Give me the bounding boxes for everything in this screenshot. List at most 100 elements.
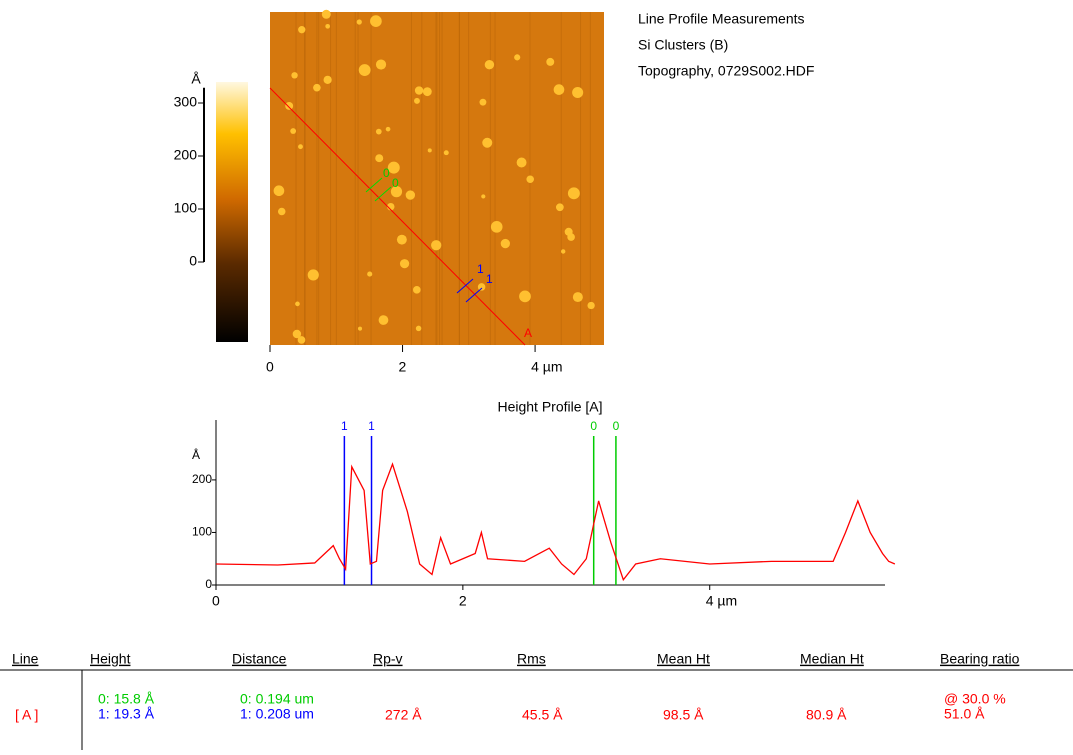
x-tick-label: 4 µm (531, 359, 562, 375)
cursor-label: 1 (477, 262, 484, 276)
spot (414, 86, 424, 95)
colorbar (216, 82, 248, 342)
x-tick-label: 0 (266, 359, 274, 375)
line-label: A (524, 326, 532, 340)
table-cell: 51.0 Å (944, 706, 985, 722)
x-tick-label: 2 (399, 359, 407, 375)
table-header: Median Ht (800, 651, 864, 667)
spot (567, 187, 580, 200)
spot (390, 186, 403, 198)
y-tick-label: 100 (192, 525, 212, 539)
table-cell: 98.5 Å (663, 707, 704, 723)
header-line: Line Profile Measurements (638, 11, 805, 27)
spot (385, 126, 391, 132)
spot (396, 234, 407, 245)
spot (291, 72, 298, 79)
cursor (456, 278, 474, 294)
spot (323, 75, 332, 84)
spot (500, 238, 510, 249)
table-header: Distance (232, 651, 287, 667)
spot (378, 315, 389, 325)
spot (431, 240, 442, 251)
spot (399, 259, 410, 269)
spot (375, 59, 387, 70)
table-header: Height (90, 651, 131, 667)
spot (357, 326, 363, 331)
y-tick-label: 0 (205, 577, 212, 591)
table-header: Rms (517, 651, 546, 667)
spot (481, 194, 486, 199)
spot (375, 154, 384, 163)
table-cell: 1: 19.3 Å (98, 706, 155, 722)
spot (413, 286, 421, 294)
cursor-label: 1 (486, 272, 493, 286)
spot (427, 148, 432, 153)
table-cell: 0: 0.194 um (240, 691, 314, 707)
spot (519, 290, 531, 303)
spot (553, 84, 565, 95)
spot (292, 329, 302, 339)
spot (387, 161, 400, 174)
spot (422, 87, 432, 97)
cursor-label: 1 (368, 419, 375, 433)
table-cell: 0: 15.8 Å (98, 691, 155, 707)
spot (490, 221, 503, 233)
spot (405, 190, 416, 200)
cursor-label: 0 (383, 166, 390, 180)
spot (484, 59, 495, 70)
spot (297, 336, 306, 344)
spot (415, 325, 422, 332)
spot (375, 128, 382, 135)
y-tick-label: 300 (174, 94, 198, 110)
chart-title: Height Profile [A] (497, 399, 602, 415)
x-tick-label: 2 (459, 593, 467, 609)
x-tick-label: 0 (212, 593, 220, 609)
spot (325, 23, 330, 29)
table-cell: 80.9 Å (806, 707, 847, 723)
spot (290, 128, 297, 134)
spot (321, 9, 331, 19)
cursor (374, 186, 392, 202)
spot (479, 98, 487, 106)
table-cell: [ A ] (15, 707, 38, 723)
cursor (365, 177, 383, 193)
cursor-label: 0 (590, 419, 597, 433)
spot (567, 233, 575, 241)
colorbar-unit: Å (191, 71, 201, 87)
table-header: Line (12, 651, 39, 667)
table-header: Mean Ht (657, 651, 710, 667)
spot (298, 144, 303, 150)
spot (572, 292, 583, 303)
spot (514, 54, 521, 61)
spot (555, 203, 564, 212)
spot (356, 19, 362, 25)
table-header: Rp-v (373, 651, 403, 667)
spot (295, 301, 300, 307)
spot (560, 249, 566, 254)
spot (358, 64, 371, 76)
table-cell: 1: 0.208 um (240, 706, 314, 722)
spot (298, 26, 306, 34)
spot (587, 301, 595, 310)
spot (285, 102, 294, 110)
spot (386, 202, 395, 211)
cursor-label: 1 (341, 419, 348, 433)
x-tick-label: 4 µm (706, 593, 737, 609)
y-unit: Å (192, 447, 200, 462)
table-cell: 45.5 Å (522, 707, 563, 723)
spot (482, 137, 493, 148)
spot (313, 83, 321, 92)
table-cell: 272 Å (385, 707, 422, 723)
y-tick-label: 100 (174, 200, 198, 216)
y-tick-label: 0 (189, 253, 197, 269)
spot (516, 157, 527, 168)
spot (273, 185, 285, 197)
spot (307, 269, 319, 281)
y-tick-label: 200 (192, 472, 212, 486)
spot (546, 57, 555, 66)
profile-line (269, 87, 526, 346)
table-cell: @ 30.0 % (944, 691, 1006, 707)
y-tick-label: 200 (174, 147, 198, 163)
header-line: Topography, 0729S002.HDF (638, 63, 814, 79)
